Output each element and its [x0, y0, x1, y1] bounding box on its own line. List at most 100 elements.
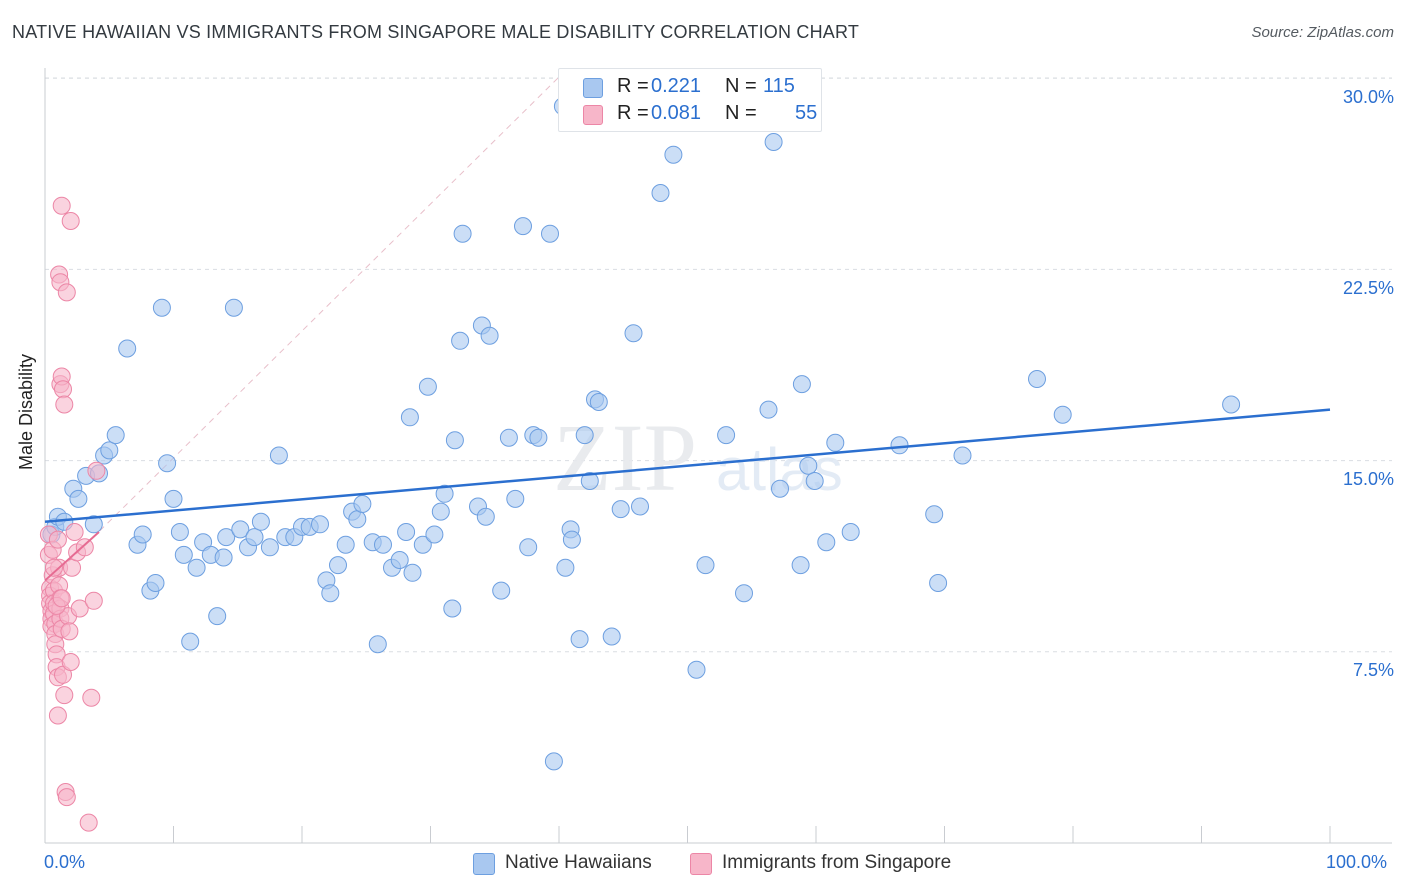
x-tick-label-min: 0.0%: [44, 852, 86, 872]
point-native-hawaiian: [158, 454, 177, 473]
point-native-hawaiian: [245, 528, 264, 547]
point-native-hawaiian: [841, 523, 860, 541]
point-immigrant-singapore: [60, 622, 79, 641]
point-native-hawaiian: [269, 446, 288, 465]
point-immigrant-singapore: [48, 706, 67, 725]
r-label: R =: [617, 75, 649, 97]
point-native-hawaiian: [435, 484, 454, 503]
point-native-hawaiian: [118, 339, 137, 358]
legend-swatch-pink: [690, 853, 712, 875]
point-immigrant-singapore: [57, 788, 76, 807]
point-native-hawaiian: [348, 510, 367, 529]
y-tick-label: 30.0%: [1342, 87, 1394, 107]
grid-lines: [45, 77, 1392, 653]
r-value: 0.221: [651, 75, 702, 97]
point-native-hawaiian: [826, 433, 845, 452]
point-native-hawaiian: [403, 563, 422, 582]
point-native-hawaiian: [631, 497, 649, 516]
legend-label: Immigrants from Singapore: [722, 852, 952, 873]
point-native-hawaiian: [336, 535, 355, 554]
point-native-hawaiian: [418, 377, 437, 396]
correlation-legend: R = 0.221 N = 115 R = 0.081 N = 55: [558, 68, 822, 132]
point-native-hawaiian: [1053, 405, 1072, 424]
point-native-hawaiian: [100, 441, 119, 460]
point-native-hawaiian: [544, 752, 563, 771]
point-native-hawaiian: [575, 426, 594, 445]
point-native-hawaiian: [696, 556, 715, 575]
source-label: Source: ZipAtlas.com: [1251, 24, 1394, 41]
point-native-hawaiian: [181, 632, 200, 651]
point-native-hawaiian: [146, 574, 165, 592]
point-native-hawaiian: [1222, 395, 1241, 414]
point-native-hawaiian: [425, 525, 444, 544]
axes: [44, 68, 1392, 844]
trend-lines: [44, 408, 1331, 582]
point-native-hawaiian: [443, 599, 462, 618]
point-immigrant-singapore: [70, 599, 89, 618]
point-native-hawaiian: [562, 530, 581, 549]
point-immigrant-singapore: [54, 380, 72, 399]
point-native-hawaiian: [602, 627, 621, 646]
point-immigrant-singapore: [48, 530, 67, 549]
point-native-hawaiian: [890, 436, 909, 455]
point-native-hawaiian: [152, 298, 171, 317]
point-native-hawaiian: [541, 224, 559, 243]
point-native-hawaiian: [492, 581, 511, 600]
point-native-hawaiian: [687, 660, 706, 679]
point-immigrant-singapore: [75, 538, 94, 557]
point-native-hawaiian: [506, 489, 525, 508]
point-native-hawaiian: [759, 400, 778, 419]
point-native-hawaiian: [589, 393, 608, 411]
n-label: N =: [725, 102, 757, 124]
r-value: 0.081: [651, 102, 702, 124]
point-native-hawaiian: [624, 324, 643, 343]
point-native-hawaiian: [514, 217, 532, 236]
point-native-hawaiian: [929, 574, 948, 592]
point-native-hawaiian: [224, 298, 243, 317]
point-native-hawaiian: [217, 528, 236, 547]
watermark: ZIP atlas: [553, 404, 843, 511]
point-immigrant-singapore: [52, 196, 71, 215]
point-native-hawaiian: [499, 428, 518, 447]
point-native-hawaiian: [431, 502, 450, 521]
point-native-hawaiian: [1028, 370, 1046, 388]
point-native-hawaiian: [231, 520, 250, 539]
point-immigrant-singapore: [79, 813, 98, 832]
legend-swatch-blue: [473, 853, 495, 875]
point-native-hawaiian: [400, 408, 419, 427]
point-native-hawaiian: [368, 635, 387, 654]
point-native-hawaiian: [480, 326, 499, 345]
point-native-hawaiian: [817, 533, 836, 552]
point-native-hawaiian: [953, 446, 972, 465]
r-label: R =: [617, 102, 649, 124]
point-native-hawaiian: [187, 558, 206, 577]
point-native-hawaiian: [791, 556, 810, 575]
point-immigrant-singapore: [61, 653, 80, 671]
point-native-hawaiian: [445, 431, 464, 450]
point-native-hawaiian: [69, 489, 88, 508]
y-tick-label: 7.5%: [1352, 660, 1394, 680]
point-native-hawaiian: [321, 584, 340, 603]
n-label: N =: [725, 75, 757, 97]
point-native-hawaiian: [397, 523, 416, 541]
point-immigrant-singapore: [55, 395, 74, 414]
y-tick-label: 22.5%: [1342, 278, 1394, 298]
n-value: 55: [795, 102, 818, 124]
point-native-hawaiian: [251, 512, 270, 531]
y-axis-label: Male Disability: [16, 353, 36, 470]
point-immigrant-singapore: [52, 589, 71, 608]
point-immigrant-singapore: [45, 558, 63, 577]
point-native-hawaiian: [170, 523, 189, 541]
point-native-hawaiian: [771, 479, 789, 498]
point-native-hawaiian: [353, 495, 372, 513]
point-native-hawaiian: [390, 551, 409, 569]
y-tick-label: 15.0%: [1342, 469, 1394, 489]
point-native-hawaiian: [84, 515, 103, 534]
point-native-hawaiian: [374, 535, 392, 554]
point-native-hawaiian: [476, 507, 495, 526]
point-native-hawaiian: [556, 558, 575, 577]
point-native-hawaiian: [611, 500, 630, 519]
point-native-hawaiian: [208, 607, 227, 626]
legend-label: Native Hawaiians: [505, 852, 652, 873]
